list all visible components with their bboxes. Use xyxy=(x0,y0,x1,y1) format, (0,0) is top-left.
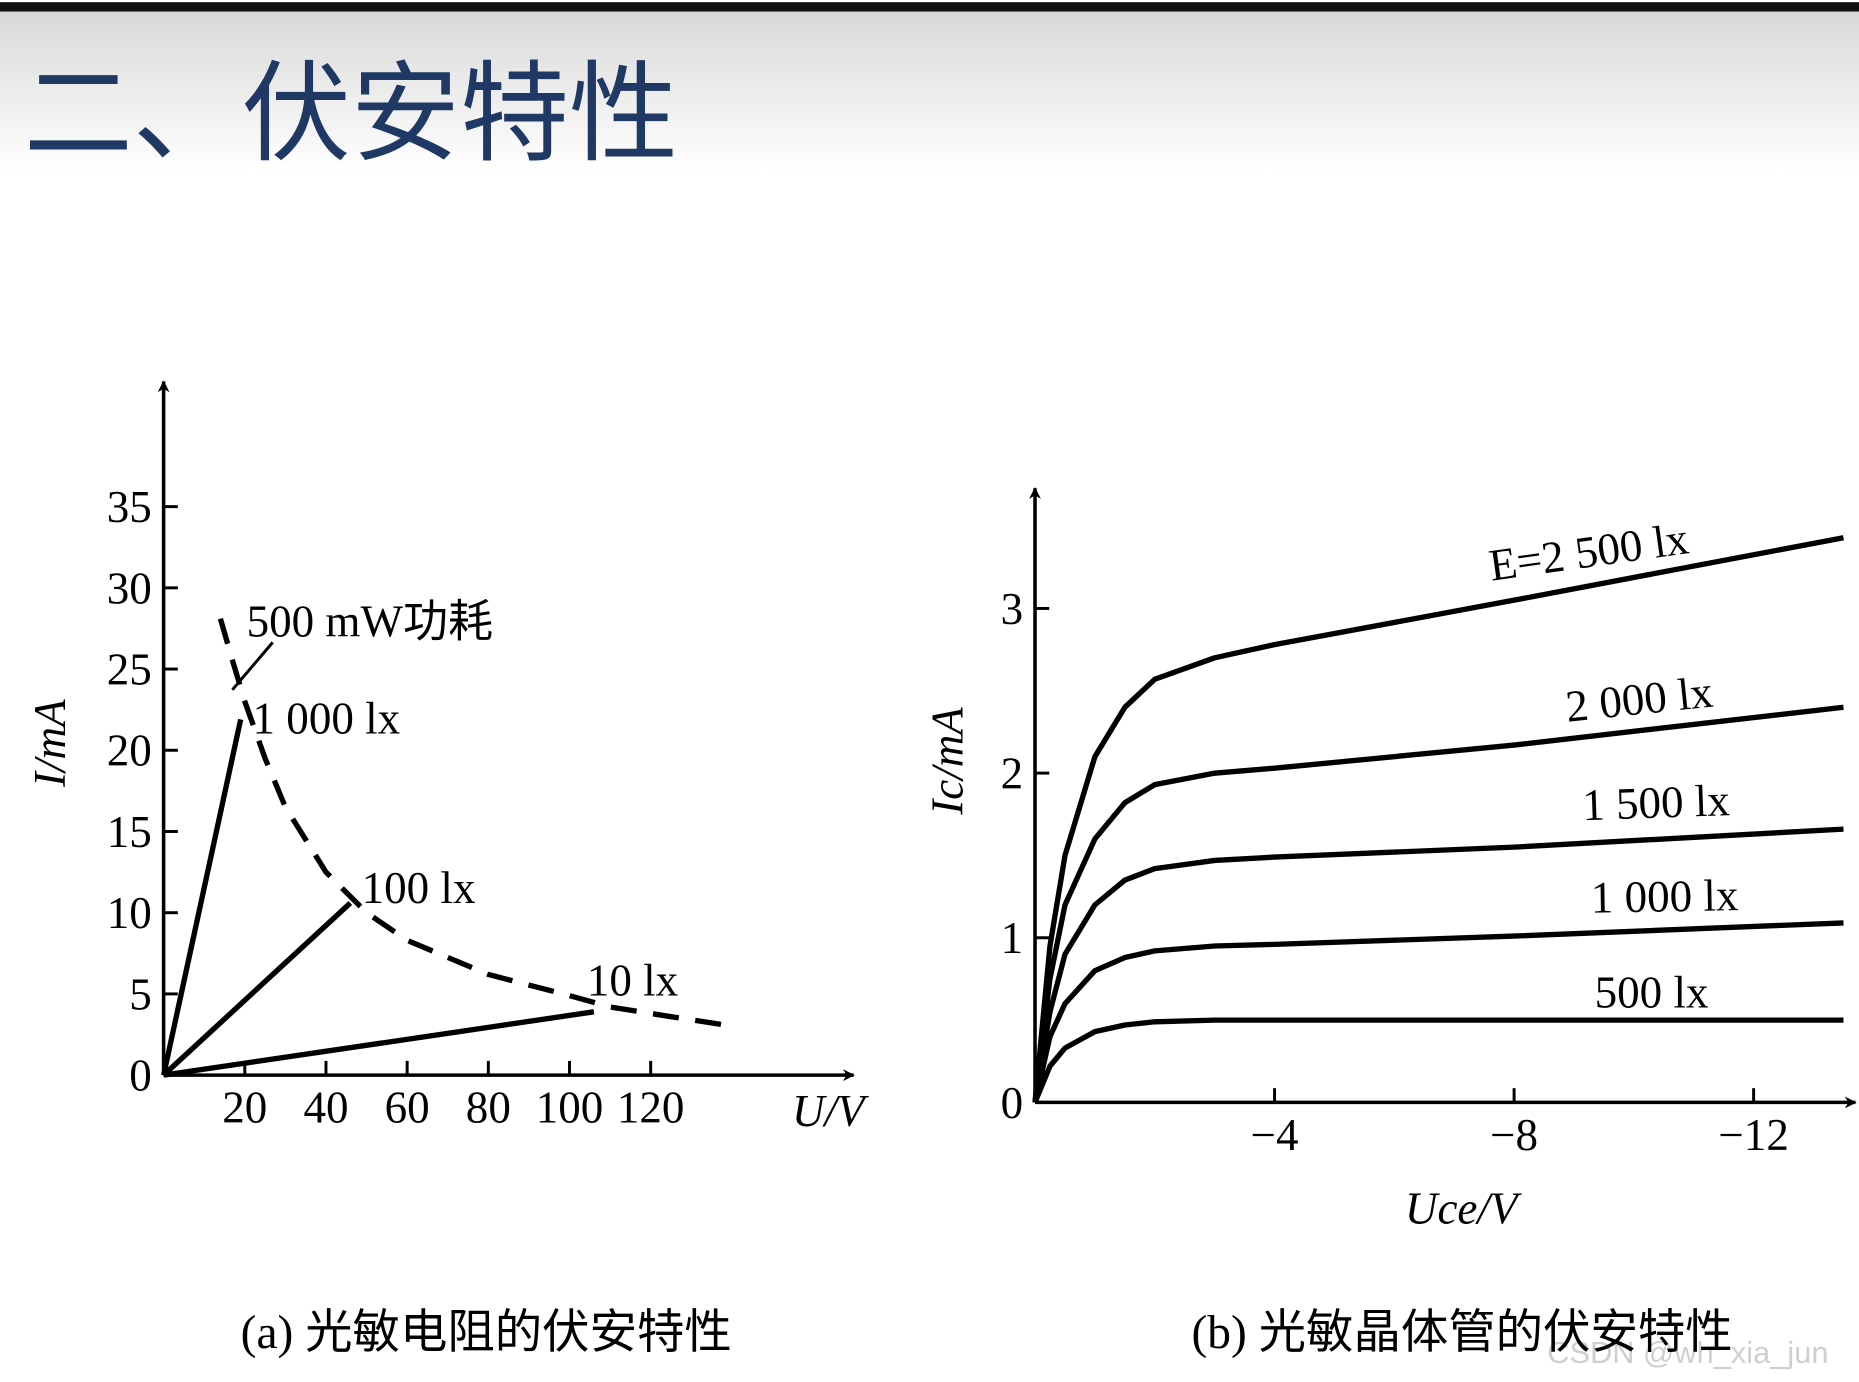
slide-title: 二、伏安特性 xyxy=(24,51,678,178)
x-tick-label: 60 xyxy=(385,1083,430,1133)
curve xyxy=(1032,920,1844,1103)
curve xyxy=(1032,535,1844,1103)
curve xyxy=(163,1009,595,1078)
y-tick-label: 0 xyxy=(1001,1078,1024,1128)
y-tick-label: 10 xyxy=(107,888,152,938)
curve xyxy=(161,901,353,1078)
y-axis-label: I/mA xyxy=(25,699,75,788)
curve xyxy=(161,718,244,1076)
x-axis-label: Uce/V xyxy=(1405,1183,1522,1233)
curve-label: 500 lx xyxy=(1595,968,1709,1018)
curve xyxy=(217,617,725,1028)
curve-label: 1 500 lx xyxy=(1581,775,1730,830)
y-tick-label: 1 xyxy=(1001,913,1024,963)
x-axis-label: U/V xyxy=(792,1086,869,1136)
caption: (b) 光敏晶体管的伏安特性 xyxy=(1192,1307,1733,1359)
x-tick-label: 120 xyxy=(617,1083,685,1133)
y-axis-label: Ic/mA xyxy=(923,707,973,816)
x-tick-label: 20 xyxy=(222,1083,267,1133)
curve xyxy=(1032,826,1844,1103)
y-tick-label: 30 xyxy=(107,563,152,613)
x-tick-label: 80 xyxy=(466,1083,511,1133)
y-tick-label: 5 xyxy=(129,969,152,1019)
curve-label: 10 lx xyxy=(587,956,678,1006)
watermark: CSDN @wh_xia_jun xyxy=(1547,1335,1828,1370)
y-tick-label: 3 xyxy=(1001,584,1024,634)
y-tick-label: 35 xyxy=(107,482,152,532)
curve xyxy=(1032,1017,1844,1104)
curve-label: 100 lx xyxy=(362,863,476,913)
y-tick-label: 25 xyxy=(107,644,152,694)
x-tick-label: 40 xyxy=(303,1083,348,1133)
x-tick-label: −8 xyxy=(1490,1110,1538,1160)
x-tick-label: −4 xyxy=(1251,1110,1299,1160)
curve-label: 500 mW功耗 xyxy=(247,596,493,646)
y-tick-label: 20 xyxy=(107,726,152,776)
caption: (a) 光敏电阻的伏安特性 xyxy=(241,1307,732,1359)
x-tick-label: 100 xyxy=(536,1083,604,1133)
y-tick-label: 2 xyxy=(1001,749,1024,799)
header-band xyxy=(0,11,1859,172)
curve-label: 1 000 lx xyxy=(253,694,401,744)
curve xyxy=(1032,704,1844,1103)
y-tick-label: 15 xyxy=(107,807,152,857)
curve-label: E=2 500 lx xyxy=(1486,513,1692,590)
curve-label: 1 000 lx xyxy=(1590,870,1739,923)
top-bar xyxy=(0,2,1859,12)
y-tick-label: 0 xyxy=(129,1051,152,1101)
x-tick-label: −12 xyxy=(1718,1110,1788,1160)
